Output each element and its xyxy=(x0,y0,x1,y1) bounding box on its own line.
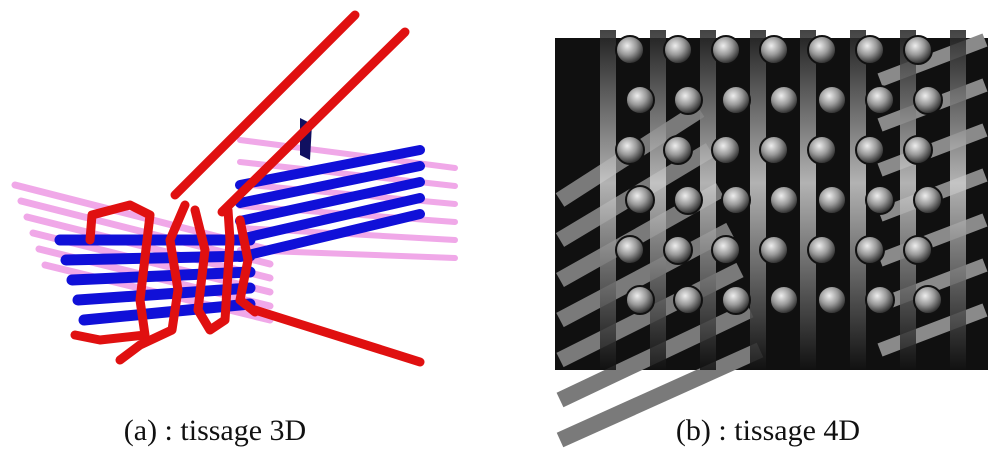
red-rod xyxy=(255,310,420,362)
rod-end xyxy=(722,286,750,314)
rod xyxy=(950,30,966,370)
rod-end xyxy=(616,136,644,164)
rod-end xyxy=(712,236,740,264)
rod-end xyxy=(760,236,788,264)
rod-end xyxy=(760,36,788,64)
rod-end xyxy=(626,186,654,214)
rod-end xyxy=(818,86,846,114)
rod-end xyxy=(760,136,788,164)
rod-end xyxy=(914,186,942,214)
rod-end xyxy=(712,136,740,164)
rod-end xyxy=(674,186,702,214)
rod-end xyxy=(866,186,894,214)
rod-end xyxy=(818,286,846,314)
rod-end xyxy=(664,136,692,164)
rod-end xyxy=(904,236,932,264)
rod-end xyxy=(866,86,894,114)
rod-end xyxy=(808,136,836,164)
rod-end xyxy=(770,286,798,314)
rod-end xyxy=(626,86,654,114)
rod-end xyxy=(808,36,836,64)
weave-4d-illustration xyxy=(555,30,988,440)
rod-end xyxy=(722,86,750,114)
rod-end xyxy=(770,86,798,114)
rod-end xyxy=(914,286,942,314)
rod-end xyxy=(914,86,942,114)
rod-end xyxy=(904,136,932,164)
caption: (b) : tissage 4D xyxy=(676,414,860,447)
rod xyxy=(600,30,616,370)
rod-end xyxy=(818,186,846,214)
rod-end xyxy=(856,236,884,264)
caption: (a) : tissage 3D xyxy=(124,414,306,447)
rod-end xyxy=(856,36,884,64)
rod-end xyxy=(856,136,884,164)
rod-end xyxy=(770,186,798,214)
rod-end xyxy=(866,286,894,314)
rod-end xyxy=(616,236,644,264)
rod-end xyxy=(712,36,740,64)
page: {"figures": [{"caption": "(a) : tissage … xyxy=(0,0,988,458)
blue-rod xyxy=(66,256,250,260)
rod xyxy=(800,30,816,370)
rod-end xyxy=(904,36,932,64)
rod-end xyxy=(808,236,836,264)
weave-3d-illustration xyxy=(15,15,455,362)
figure: (a) : tissage 3D (b) : tissage 4D xyxy=(0,0,988,458)
rod xyxy=(850,30,866,370)
rod-end xyxy=(626,286,654,314)
rod xyxy=(750,30,766,370)
rod-end xyxy=(616,36,644,64)
rod-end xyxy=(722,186,750,214)
rod-end xyxy=(674,286,702,314)
rod-end xyxy=(664,36,692,64)
rod-end xyxy=(664,236,692,264)
rod-end xyxy=(674,86,702,114)
